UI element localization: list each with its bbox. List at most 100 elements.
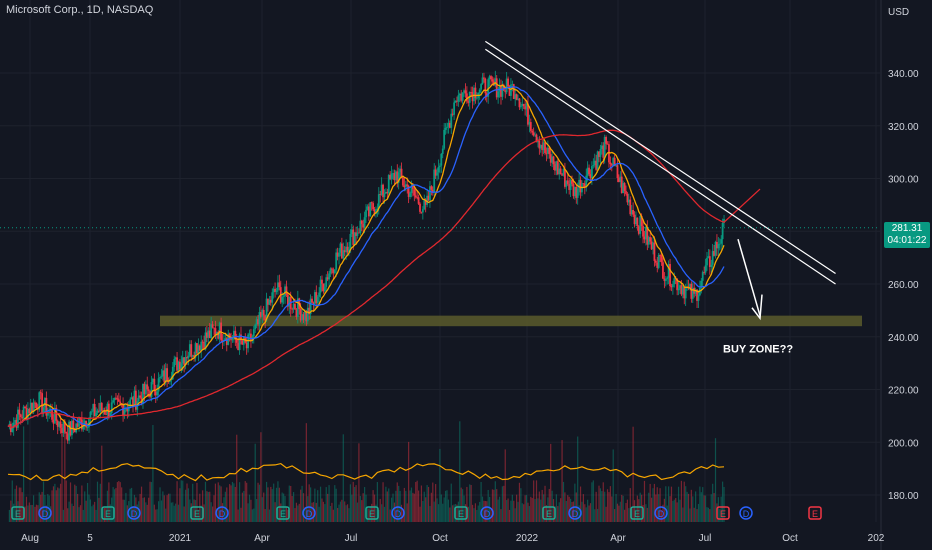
volume-bar [564, 492, 566, 522]
volume-bar [51, 490, 53, 522]
candle-body [346, 246, 349, 253]
last-price-badge: 281.31 04:01:22 [884, 222, 930, 248]
volume-bar [413, 493, 415, 522]
volume-bar [203, 504, 205, 522]
candle-body [191, 355, 194, 357]
candle-body [691, 287, 694, 299]
candle-body [235, 339, 238, 343]
volume-bar [442, 503, 444, 522]
volume-bar [440, 494, 442, 522]
candle-body [269, 299, 272, 303]
candle-body [572, 183, 575, 197]
candle-body [129, 399, 132, 407]
marker-shape [739, 506, 753, 520]
volume-bar [167, 493, 170, 522]
candle-body [385, 191, 387, 194]
volume-bar [324, 504, 326, 522]
candle-body [259, 312, 262, 317]
candle-body [187, 355, 190, 359]
volume-bar [254, 443, 256, 522]
candle-body [258, 312, 261, 325]
volume-bar [209, 491, 211, 522]
candle-body [441, 148, 444, 154]
volume-bar [619, 501, 621, 522]
candle-body [117, 399, 120, 402]
candle-body [542, 142, 545, 151]
x-tick-label: Jul [699, 533, 712, 544]
candle-body [414, 195, 417, 198]
candle-body [82, 426, 85, 430]
volume-bar [683, 481, 685, 522]
volume-bar [15, 485, 18, 522]
candle-body [285, 286, 288, 295]
candle-body [329, 268, 332, 274]
volume-bar [224, 491, 226, 522]
candle-body [387, 175, 390, 194]
candle-body [312, 302, 315, 305]
volume-bar [268, 509, 271, 522]
candle-body [718, 243, 721, 245]
volume-bar [504, 449, 506, 522]
candle-body [304, 311, 306, 320]
volume-bar [420, 485, 423, 522]
volume-bar [273, 483, 275, 522]
candle-body [406, 184, 409, 186]
volume-bar [159, 487, 161, 522]
volume-bar [703, 495, 705, 522]
volume-bar [243, 490, 245, 522]
volume-bar [351, 494, 353, 522]
candle-body [598, 151, 600, 157]
candle-body [207, 330, 210, 338]
candle-body [578, 179, 581, 189]
volume-bar [32, 495, 35, 522]
candle-body [700, 280, 703, 288]
candle-body [644, 227, 647, 240]
volume-bar [598, 485, 600, 522]
volume-bar [149, 481, 151, 522]
volume-bar [116, 482, 118, 522]
candle-body [34, 402, 36, 404]
candle-body [362, 223, 365, 228]
candle-body [332, 269, 335, 274]
volume-bar [280, 503, 282, 522]
volume-bar [197, 509, 199, 522]
marker-letter: D [306, 509, 313, 519]
candle-body [438, 165, 441, 167]
candle-body [156, 391, 159, 396]
marker-shape [568, 506, 582, 520]
candle-body [437, 166, 440, 173]
volume-bar [560, 498, 562, 522]
candle-body [80, 419, 83, 430]
candle-body [585, 175, 588, 188]
volume-bar [131, 487, 133, 522]
volume-bar [373, 494, 376, 522]
volume-bar [379, 498, 381, 522]
candle-body [214, 328, 217, 335]
volume-bar [591, 482, 593, 522]
dividend-marker: D [215, 506, 229, 520]
candle-body [622, 183, 625, 193]
candle-body [433, 169, 436, 192]
volume-bar [497, 499, 499, 522]
volume-bar [723, 486, 725, 522]
volume-bar [462, 489, 464, 522]
candle-body [262, 309, 265, 316]
candle-body [147, 389, 150, 391]
candle-body [403, 185, 406, 188]
volume-bar [685, 486, 687, 522]
candle-body [710, 264, 713, 267]
volume-bar [557, 506, 559, 522]
candle-body [528, 122, 531, 125]
candle-body [345, 246, 348, 253]
volume-bar [345, 505, 347, 522]
volume-bar [227, 509, 229, 522]
candle-body [163, 370, 166, 383]
volume-bar [692, 496, 694, 522]
candle-body [349, 233, 352, 249]
earnings-marker: E [276, 506, 290, 520]
candle-body [230, 338, 232, 341]
candle-body [704, 265, 707, 273]
candle-body [565, 180, 568, 187]
volume-bar [363, 487, 366, 522]
